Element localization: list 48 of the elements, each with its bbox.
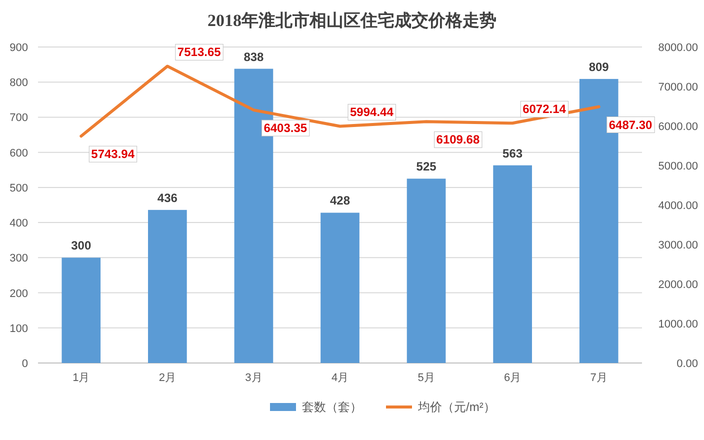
y-tick-label: 400 xyxy=(10,218,28,230)
y-tick-label: 300 xyxy=(10,252,28,265)
bar xyxy=(62,258,101,363)
y-tick-label: 600 xyxy=(10,147,28,160)
data-label: 300 xyxy=(71,238,92,253)
y-tick-label: 500 xyxy=(10,182,28,194)
data-label: 6109.68 xyxy=(436,132,480,147)
x-tick-label: 4月 xyxy=(331,372,349,384)
y-tick-label: 0 xyxy=(22,358,28,370)
bar xyxy=(148,210,187,363)
data-label: 5994.44 xyxy=(350,105,394,120)
y-tick-label: 100 xyxy=(10,322,28,335)
data-label: 563 xyxy=(502,146,523,160)
x-tick-label: 5月 xyxy=(418,372,435,384)
data-label: 5743.94 xyxy=(91,147,135,162)
chart-title: 2018年淮北市相山区住宅成交价格走势 xyxy=(208,11,496,30)
y2-tick-label: 5000.00 xyxy=(658,160,698,172)
data-label: 525 xyxy=(416,160,437,174)
data-label: 6072.14 xyxy=(522,102,566,116)
data-label: 6487.30 xyxy=(608,118,653,132)
bar xyxy=(406,178,446,363)
x-tick-label: 2月 xyxy=(158,372,176,384)
y2-tick-label: 3000.00 xyxy=(658,240,698,252)
y2-tick-label: 0.00 xyxy=(676,358,698,370)
y-tick-label: 800 xyxy=(10,77,28,90)
x-tick-label: 3月 xyxy=(245,372,262,384)
y2-tick-label: 6000.00 xyxy=(658,121,698,133)
y2-tick-label: 7000.00 xyxy=(658,82,698,94)
y2-tick-label: 2000.00 xyxy=(658,279,698,291)
data-label: 428 xyxy=(330,194,350,208)
data-label: 838 xyxy=(244,50,264,64)
y2-tick-label: 4000.00 xyxy=(658,200,698,212)
bar xyxy=(493,165,532,363)
legend-label: 套数（套） xyxy=(302,400,362,414)
bar xyxy=(320,212,360,363)
y-tick-label: 700 xyxy=(10,112,28,124)
y2-tick-label: 1000.00 xyxy=(658,318,698,330)
y2-tick-label: 8000.00 xyxy=(658,42,698,54)
y-tick-label: 200 xyxy=(10,288,28,300)
data-label: 809 xyxy=(588,60,610,74)
x-tick-label: 6月 xyxy=(504,372,522,384)
y-tick-label: 900 xyxy=(10,42,28,54)
legend-label: 均价（元/m²） xyxy=(417,400,496,414)
data-label: 7513.65 xyxy=(177,45,222,60)
data-label: 6403.35 xyxy=(264,121,308,136)
x-tick-label: 7月 xyxy=(590,372,608,384)
data-label: 436 xyxy=(157,190,178,205)
x-tick-label: 1月 xyxy=(72,372,90,384)
